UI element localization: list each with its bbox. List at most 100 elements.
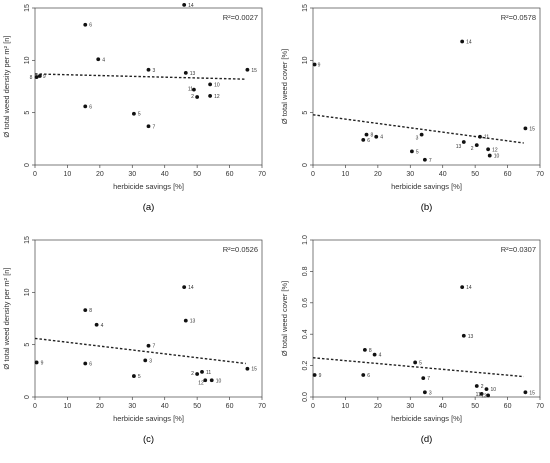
data-point (143, 358, 148, 363)
data-point-label: 2 (471, 146, 474, 152)
data-point-label: 9 (43, 74, 46, 80)
y-tick-label: 0.0 (302, 392, 309, 402)
data-point-label: 15 (251, 68, 257, 74)
data-point (146, 124, 151, 129)
x-tick-label: 50 (471, 171, 479, 178)
x-axis-title: herbicide savings [%] (391, 182, 462, 191)
data-point-label: 8 (369, 348, 372, 354)
data-point (183, 318, 188, 323)
data-point (372, 352, 377, 357)
x-tick-label: 10 (342, 403, 350, 410)
data-point-label: 12 (198, 380, 204, 386)
data-point (34, 360, 39, 365)
trendline (312, 114, 524, 144)
x-tick-label: 60 (226, 403, 234, 410)
x-tick-label: 30 (128, 403, 136, 410)
data-point (461, 140, 466, 144)
plot-frame (312, 7, 541, 166)
data-point-label: 6 (89, 104, 92, 110)
x-tick-label: 30 (128, 171, 136, 178)
data-point-label: 6 (89, 23, 92, 29)
data-point (83, 22, 88, 27)
x-tick-label: 40 (439, 403, 447, 410)
trendline (312, 357, 524, 378)
data-point (361, 137, 366, 142)
r-squared-label: R²=0.0307 (501, 245, 536, 254)
x-tick-label: 30 (406, 403, 414, 410)
data-point (479, 391, 484, 396)
r-squared-label: R²=0.0027 (223, 13, 258, 22)
data-point (83, 308, 88, 313)
plot-frame (312, 239, 541, 398)
data-point-label: 10 (494, 154, 500, 160)
scatter-panel-4: 0 10 20 30 40 50 60 70 0.0 0.2 0.4 0.6 0.8 1.0 herbici… (280, 235, 544, 445)
data-point (96, 57, 101, 62)
data-point (421, 376, 426, 381)
x-tick-label: 20 (374, 403, 382, 410)
data-point-label: 13 (468, 334, 474, 340)
data-point-label: 10 (216, 378, 222, 384)
x-axis-title: herbicide savings [%] (113, 182, 184, 191)
data-point (364, 132, 369, 137)
data-point (200, 369, 204, 374)
x-tick-label: 0 (311, 403, 315, 410)
y-tick-label: 0.4 (302, 329, 309, 339)
y-tick-label: 15 (24, 4, 31, 12)
data-point-label: 11 (206, 370, 211, 376)
x-axis-title: herbicide savings [%] (113, 414, 184, 423)
x-tick-label: 10 (64, 403, 72, 410)
x-tick-label: 10 (64, 171, 72, 178)
panel-caption: (c) (143, 434, 154, 445)
y-tick-label: 0.2 (302, 361, 309, 371)
data-point (132, 111, 136, 116)
y-tick-label: 5 (24, 343, 31, 347)
data-point (182, 285, 187, 289)
x-tick-label: 0 (33, 171, 37, 178)
x-tick-label: 40 (439, 171, 447, 178)
y-tick-label: 10 (24, 288, 31, 296)
data-point-label: 14 (188, 3, 194, 9)
y-axis-title: Ø total weed density per m² [n] (2, 35, 11, 137)
data-point-label: 3 (416, 136, 419, 142)
data-point-label: 5 (416, 149, 419, 155)
data-point-label: 13 (190, 71, 196, 77)
x-tick-label: 60 (226, 171, 234, 178)
y-tick-label: 0.8 (302, 266, 309, 276)
data-point (484, 387, 489, 392)
y-tick-label: 1.0 (302, 235, 309, 245)
data-point-label: 15 (251, 367, 257, 373)
data-point (312, 373, 317, 377)
data-point (203, 378, 208, 383)
plot-frame (34, 239, 263, 398)
data-point-label: 4 (101, 323, 104, 329)
data-point-label: 8 (30, 75, 33, 81)
scatter-panel-2: 0 10 20 30 40 50 60 70 0 5 10 15 herbicide savings [… (280, 4, 544, 213)
y-tick-label: 10 (302, 56, 309, 64)
x-tick-label: 10 (342, 171, 350, 178)
scatter-panel-1: 0 10 20 30 40 50 60 70 0 5 10 15 herbicide savings [… (2, 3, 266, 213)
data-point-label: 3 (429, 390, 432, 396)
data-point (208, 94, 213, 98)
data-point-label: 9 (319, 373, 322, 379)
data-point-label: 6 (89, 362, 92, 368)
data-point (422, 390, 427, 395)
data-point (486, 393, 491, 398)
data-point (195, 372, 200, 376)
y-tick-label: 0.6 (302, 298, 309, 308)
data-point (245, 366, 250, 371)
y-tick-label: 0 (302, 163, 309, 167)
data-point (312, 62, 317, 67)
data-point (209, 378, 214, 383)
data-point (486, 147, 491, 152)
y-tick-label: 5 (24, 111, 31, 115)
data-point (461, 333, 466, 338)
data-point (413, 360, 418, 365)
y-tick-label: 0 (24, 395, 31, 399)
data-point (474, 384, 479, 388)
data-point-label: 4 (102, 57, 105, 63)
data-point-label: 9 (41, 360, 44, 366)
plot-frame (34, 7, 263, 166)
data-point-label: 3 (149, 358, 152, 364)
data-point-label: 6 (367, 138, 370, 144)
data-point-label: 14 (188, 285, 194, 291)
